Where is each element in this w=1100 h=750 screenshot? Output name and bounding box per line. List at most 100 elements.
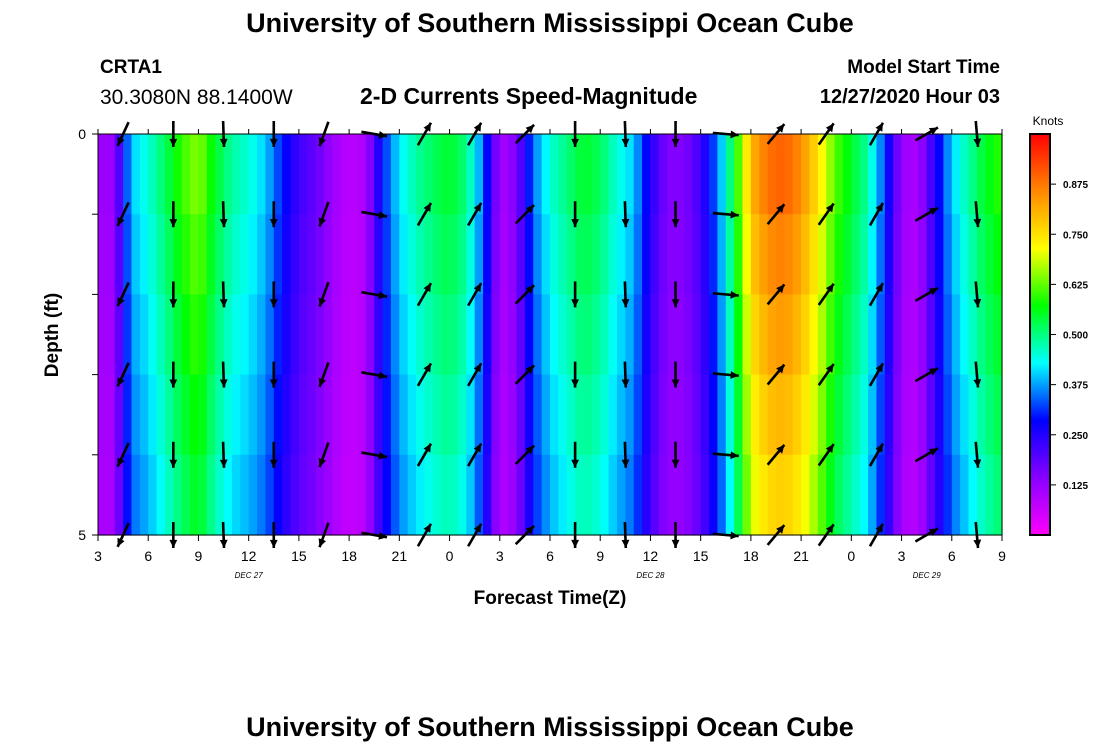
heatmap-cell [926, 374, 936, 456]
current-vector-head [621, 379, 630, 388]
heatmap-cell [382, 374, 392, 456]
heatmap-cell [215, 374, 225, 456]
heatmap-cell [365, 214, 375, 295]
current-vector-head [671, 138, 680, 147]
heatmap-cell [985, 134, 995, 215]
heatmap-cell [190, 454, 200, 536]
heatmap-cell [365, 134, 375, 215]
heatmap-cell [516, 374, 526, 456]
heatmap-cell [349, 214, 359, 295]
heatmap-cell [709, 374, 719, 456]
heatmap-cell [332, 294, 342, 376]
current-vector-head [169, 219, 178, 228]
heatmap-cell [257, 294, 267, 376]
current-vector-head [973, 298, 982, 308]
current-vector-head [378, 531, 388, 540]
heatmap-cell [307, 454, 317, 536]
heatmap-cell [340, 374, 350, 456]
heatmap-cell [608, 374, 618, 456]
heatmap-cell [575, 374, 585, 456]
current-vector-head [318, 137, 327, 147]
current-vector-head [117, 216, 125, 226]
heatmap-cell [792, 214, 802, 295]
heatmap-cell [248, 374, 258, 456]
x-tick-label: 3 [496, 548, 504, 564]
heatmap-cell [206, 374, 216, 456]
heatmap-cell [449, 294, 459, 376]
heatmap-cell [550, 134, 559, 215]
station-id: CRTA1 [100, 57, 162, 78]
current-vector-head [730, 290, 739, 299]
current-vector-head [875, 122, 883, 132]
heatmap-cell [750, 294, 760, 376]
heatmap-cell [951, 454, 961, 536]
heatmap-cell [457, 294, 467, 376]
heatmap-cell [700, 454, 710, 536]
current-vector-head [571, 299, 580, 308]
heatmap-cell [424, 214, 434, 295]
heatmap-cell [826, 374, 836, 456]
heatmap-cell [993, 134, 1003, 215]
heatmap-cell [491, 374, 501, 456]
heatmap-cell [173, 454, 183, 536]
heatmap-cell [524, 294, 534, 376]
current-vector-head [621, 218, 630, 228]
chart-title: University of Southern Mississippi Ocean… [246, 8, 854, 38]
heatmap-cell [340, 454, 350, 536]
heatmap-cell [466, 374, 476, 456]
x-tick-label: 9 [195, 548, 203, 564]
current-vector-head [423, 283, 431, 293]
heatmap-cell [976, 374, 986, 456]
y-tick-label: 0 [78, 126, 86, 142]
heatmap-cell [826, 214, 836, 295]
current-vector-head [928, 448, 938, 456]
heatmap-cell [357, 134, 367, 215]
current-vector-head [169, 459, 178, 468]
heatmap-cell [625, 294, 635, 376]
heatmap-cell [123, 454, 133, 536]
heatmap-cell [600, 214, 610, 295]
current-vector-head [378, 130, 388, 139]
heatmap-cell [114, 134, 124, 215]
heatmap-cell [106, 134, 116, 215]
heatmap-cell [675, 214, 685, 295]
heatmap-cell [734, 454, 744, 536]
heatmap-cell [851, 454, 861, 536]
current-vector-head [825, 524, 834, 534]
heatmap-cell [926, 294, 936, 376]
heatmap-cell [616, 294, 626, 376]
heatmap-cell [390, 134, 400, 215]
heatmap-cell [667, 374, 677, 456]
heatmap-cell [575, 214, 585, 295]
heatmap-cell [792, 294, 802, 376]
heatmap-cell [265, 214, 275, 295]
heatmap-cell [675, 294, 685, 376]
heatmap-cell [909, 374, 919, 456]
heatmap-cell [809, 214, 819, 295]
heatmap-cell [600, 294, 610, 376]
heatmap-cell [265, 374, 275, 456]
heatmap-cell [801, 374, 811, 456]
heatmap-cell [131, 374, 141, 456]
heatmap-cell [550, 454, 559, 536]
heatmap-cell [700, 294, 710, 376]
heatmap-cell [935, 214, 945, 295]
heatmap-cell [776, 294, 785, 376]
heatmap-cell [859, 214, 869, 295]
heatmap-cell [759, 454, 769, 536]
heatmap-cell [809, 374, 819, 456]
heatmap-cell [759, 374, 769, 456]
heatmap-cell [307, 214, 317, 295]
heatmap-cell [190, 374, 200, 456]
heatmap-cell [399, 294, 409, 376]
heatmap-cell [725, 374, 735, 456]
station-coordinates: 30.3080N 88.1400W [100, 86, 293, 109]
heatmap-cell [156, 454, 166, 536]
heatmap-cell [776, 214, 785, 295]
heatmap-cell [265, 454, 275, 536]
heatmap-cell [960, 134, 970, 215]
current-vector-head [423, 523, 431, 533]
x-tick-label: 21 [392, 548, 408, 564]
heatmap-cell [683, 134, 693, 215]
heatmap-cell [667, 134, 677, 215]
